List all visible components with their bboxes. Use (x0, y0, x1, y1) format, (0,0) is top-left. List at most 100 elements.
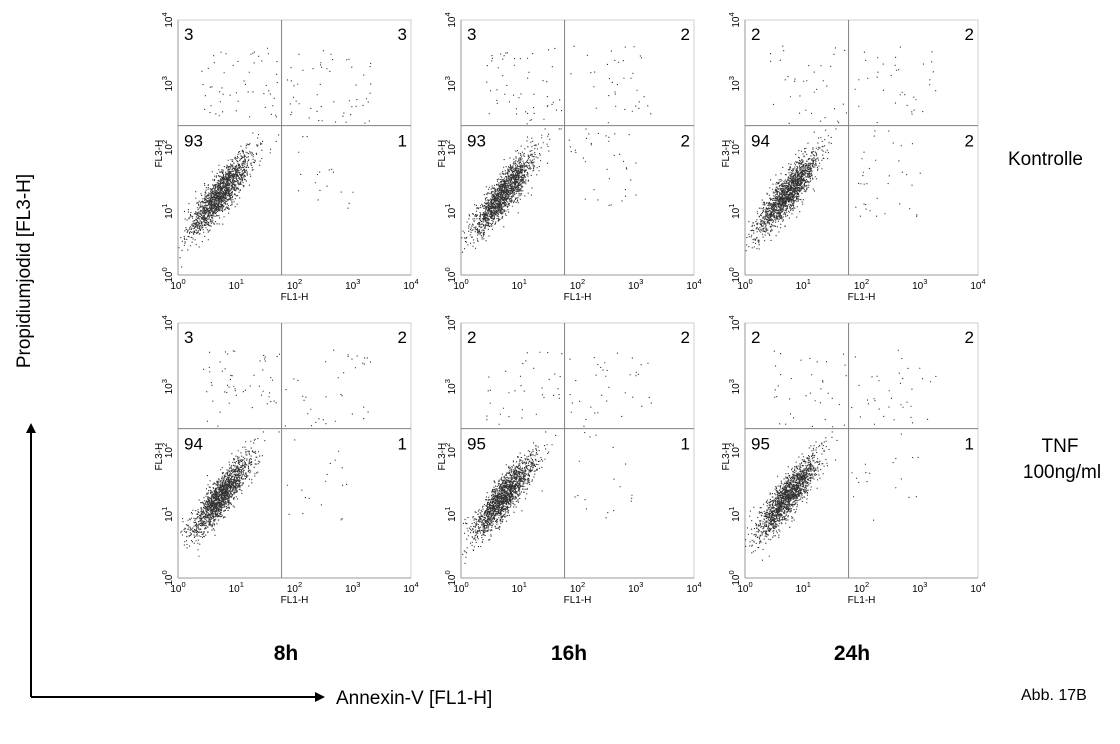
figure-number-label: Abb. 17B (1021, 687, 1087, 704)
x-tick-label: 100 (170, 277, 185, 292)
x-axis-name: FL1-H (848, 292, 876, 303)
y-tick-label: 103 (160, 379, 175, 394)
x-tick-label: 102 (570, 580, 585, 595)
y-tick-label: 103 (160, 76, 175, 91)
quadrant-value-upper-left: 3 (184, 328, 193, 347)
plot-frame (460, 322, 695, 579)
quadrant-value-upper-left: 2 (467, 328, 476, 347)
scatter-dots (180, 349, 371, 557)
x-tick-label: 100 (737, 277, 752, 292)
quadrant-value-lower-left: 93 (467, 132, 486, 151)
quadrant-value-lower-left: 95 (467, 435, 486, 454)
panel-grid: 3 3 93 1 100 101 102 103 104 100 101 102 103 104 FL1-H… (154, 12, 986, 606)
y-tick-label: 104 (727, 315, 742, 330)
scatter-dots (745, 349, 937, 561)
x-tick-label: 104 (686, 277, 701, 292)
x-axis-title: Annexin-V [FL1-H] (336, 688, 492, 709)
quadrant-value-upper-left: 3 (467, 25, 476, 44)
y-tick-label: 100 (443, 267, 458, 282)
y-axis-name: FL3-H (437, 443, 448, 471)
y-tick-label: 102 (443, 443, 458, 458)
quadrant-value-lower-left: 95 (751, 435, 770, 454)
x-tick-label: 104 (403, 277, 418, 292)
y-tick-label: 100 (160, 267, 175, 282)
y-tick-label: 100 (443, 570, 458, 585)
x-tick-label: 104 (970, 580, 985, 595)
plot-frame (460, 19, 695, 276)
y-tick-label: 100 (727, 267, 742, 282)
quadrant-value-upper-left: 2 (751, 25, 760, 44)
x-tick-label: 104 (970, 277, 985, 292)
column-label-16h: 16h (551, 642, 587, 665)
quadrant-value-upper-right: 2 (965, 328, 974, 347)
dot-plot-panel: 3 2 94 1 100 101 102 103 104 100 101 102 103 104 FL1-H… (154, 315, 419, 606)
y-tick-label: 103 (727, 76, 742, 91)
x-tick-label: 103 (912, 277, 927, 292)
x-tick-label: 104 (403, 580, 418, 595)
dot-plot-panel: 2 2 95 1 100 101 102 103 104 100 101 102 103 104 FL1-H… (437, 315, 702, 606)
y-axis-name: FL3-H (154, 140, 165, 168)
x-tick-label: 101 (512, 580, 527, 595)
dot-cloud (745, 45, 937, 252)
quadrant-value-lower-left: 94 (184, 435, 203, 454)
y-tick-label: 101 (727, 507, 742, 522)
quadrant-value-upper-right: 2 (681, 25, 690, 44)
x-tick-label: 100 (737, 580, 752, 595)
y-tick-label: 104 (443, 315, 458, 330)
dot-plot-panel: 3 2 93 2 100 101 102 103 104 100 101 102 103 104 FL1-H… (437, 12, 702, 303)
x-axis-name: FL1-H (281, 292, 309, 303)
y-tick-label: 104 (160, 315, 175, 330)
y-tick-label: 102 (727, 443, 742, 458)
plot-frame (744, 19, 979, 276)
y-axis-name: FL3-H (721, 140, 732, 168)
plot-frame (177, 19, 412, 276)
y-tick-label: 104 (443, 12, 458, 27)
y-tick-label: 102 (443, 140, 458, 155)
y-tick-label: 102 (727, 140, 742, 155)
x-tick-label: 102 (287, 580, 302, 595)
x-tick-label: 102 (287, 277, 302, 292)
quadrant-value-lower-left: 93 (184, 132, 203, 151)
y-tick-label: 101 (160, 204, 175, 219)
x-axis-name: FL1-H (848, 595, 876, 606)
x-tick-label: 101 (796, 580, 811, 595)
y-tick-label: 104 (160, 12, 175, 27)
quadrant-value-lower-right: 1 (398, 435, 407, 454)
x-tick-label: 101 (229, 580, 244, 595)
quadrant-value-lower-right: 1 (398, 132, 407, 151)
x-axis-name: FL1-H (564, 292, 592, 303)
dot-cloud (745, 349, 937, 561)
y-axis-name: FL3-H (721, 443, 732, 471)
plot-frame (177, 322, 412, 579)
x-tick-label: 100 (453, 277, 468, 292)
y-axis-name: FL3-H (154, 443, 165, 471)
x-tick-label: 104 (686, 580, 701, 595)
x-tick-label: 101 (512, 277, 527, 292)
x-axis-name: FL1-H (281, 595, 309, 606)
x-tick-label: 100 (453, 580, 468, 595)
dot-plot-panel: 2 2 95 1 100 101 102 103 104 100 101 102 103 104 FL1-H… (721, 315, 986, 606)
x-tick-label: 102 (570, 277, 585, 292)
row-label-tnf-dose: 100ng/ml (1023, 462, 1101, 483)
quadrant-value-upper-right: 2 (681, 328, 690, 347)
dot-plot-panel: 2 2 94 2 100 101 102 103 104 100 101 102 103 104 FL1-H… (721, 12, 986, 303)
dot-plot-panel: 3 3 93 1 100 101 102 103 104 100 101 102 103 104 FL1-H… (154, 12, 419, 303)
quadrant-value-upper-left: 2 (751, 328, 760, 347)
y-tick-label: 100 (727, 570, 742, 585)
quadrant-value-upper-right: 3 (398, 25, 407, 44)
quadrant-value-lower-right: 1 (965, 435, 974, 454)
y-tick-label: 102 (160, 140, 175, 155)
y-tick-label: 100 (160, 570, 175, 585)
x-tick-label: 102 (854, 580, 869, 595)
x-tick-label: 103 (912, 580, 927, 595)
quadrant-value-upper-right: 2 (398, 328, 407, 347)
row-label-tnf: TNF (1042, 436, 1079, 457)
dot-cloud (180, 349, 371, 557)
x-tick-label: 101 (796, 277, 811, 292)
x-tick-label: 103 (345, 580, 360, 595)
plot-frame (744, 322, 979, 579)
quadrant-value-lower-right: 2 (965, 132, 974, 151)
y-tick-label: 101 (443, 204, 458, 219)
y-tick-label: 102 (160, 443, 175, 458)
x-tick-label: 101 (229, 277, 244, 292)
